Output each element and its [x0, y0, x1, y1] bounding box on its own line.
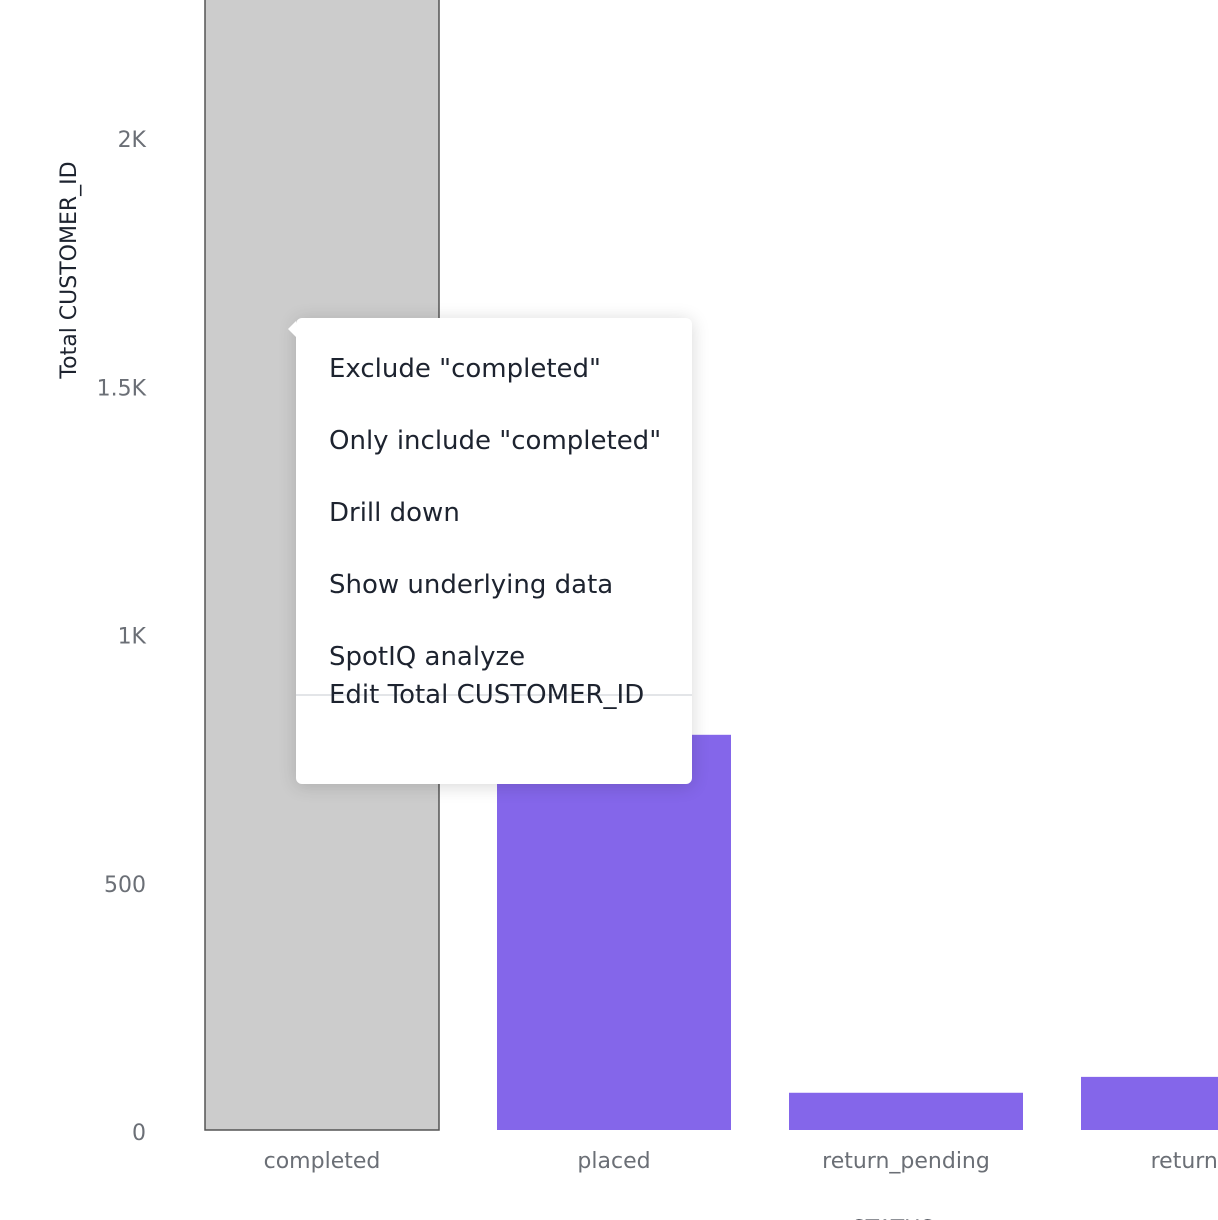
bar: [789, 1092, 1023, 1130]
bar: [497, 734, 731, 1130]
menu-item[interactable]: SpotIQ analyze: [329, 642, 526, 672]
menu-item[interactable]: Exclude "completed": [329, 354, 601, 384]
menu-item[interactable]: Drill down: [329, 498, 460, 528]
menu-pointer: [288, 321, 296, 337]
x-tick-label: completed: [264, 1149, 381, 1174]
context-menu: Edit Total CUSTOMER_ID Exclude "complete…: [288, 318, 692, 784]
menu-item[interactable]: Show underlying data: [329, 570, 614, 600]
menu-item[interactable]: Only include "completed": [329, 426, 662, 456]
x-tick-label: return_pending: [822, 1149, 990, 1174]
y-axis-title: Total CUSTOMER_ID: [57, 161, 82, 379]
menu-item[interactable]: Edit Total CUSTOMER_ID: [329, 680, 645, 710]
y-tick-label: 1.5K: [97, 376, 147, 401]
x-tick-label: returned: [1151, 1149, 1218, 1174]
x-tick-label: placed: [577, 1149, 650, 1174]
bar: [1081, 1076, 1218, 1130]
y-tick-label: 2K: [118, 128, 147, 153]
y-tick-label: 500: [104, 873, 146, 898]
x-axis-title: STATUS: [852, 1217, 935, 1220]
y-tick-label: 1K: [118, 625, 147, 650]
y-tick-label: 0: [132, 1121, 146, 1146]
menu-separator: [296, 694, 692, 696]
